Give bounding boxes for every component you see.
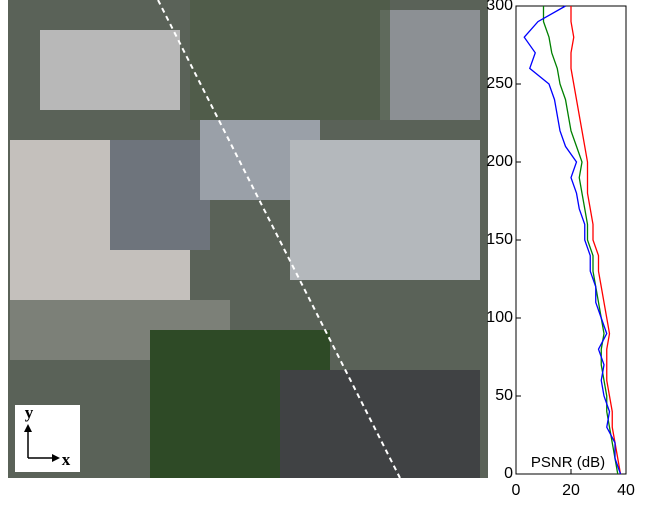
figure: y x PSNR (dB) 0 50 100 150 200 250 300 0 20 40 xyxy=(0,0,650,505)
y-tick-label: 50 xyxy=(495,387,513,404)
y-tick-label: 100 xyxy=(486,309,513,326)
plot-frame xyxy=(516,6,626,474)
inset-x: x xyxy=(62,450,71,469)
y-tick-label: 0 xyxy=(504,465,513,482)
axis-inset: y x xyxy=(15,403,80,472)
x-tick-label: 40 xyxy=(617,482,635,499)
y-tick-label: 250 xyxy=(486,75,513,92)
x-axis-label: PSNR (dB) xyxy=(531,454,605,471)
y-tick-label: 300 xyxy=(486,0,513,14)
inset-y: y xyxy=(25,403,34,422)
x-tick-label: 0 xyxy=(512,482,521,499)
x-tick-label: 20 xyxy=(562,482,580,499)
y-tick-label: 150 xyxy=(486,231,513,248)
y-tick-label: 200 xyxy=(486,153,513,170)
